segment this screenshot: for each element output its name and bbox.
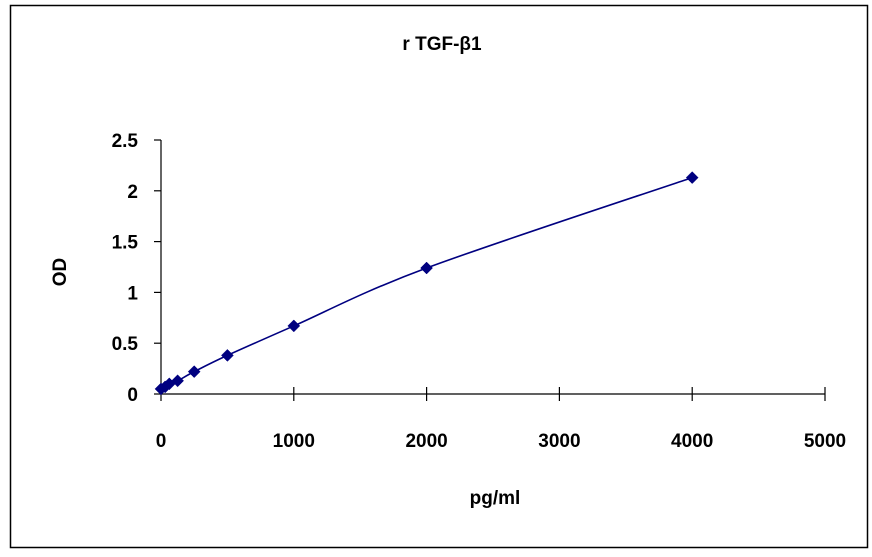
tick-labels: 0 0.5 1 1.5 2 2.5 0 1000 2000 3000 4000 5000 — [112, 131, 847, 452]
y-tick-label: 2.5 — [112, 131, 139, 152]
axes — [154, 139, 826, 401]
y-tick-label: 0.5 — [112, 334, 139, 355]
x-tick-label: 3000 — [538, 431, 580, 452]
x-axis-label: pg/ml — [470, 488, 521, 509]
data-point-marker — [171, 374, 184, 388]
y-tick-label: 0 — [127, 385, 138, 406]
data-point-marker — [221, 349, 234, 362]
chart-border — [9, 4, 869, 549]
data-point-marker — [420, 261, 433, 275]
data-series — [154, 171, 699, 396]
x-tick-label: 1000 — [273, 431, 315, 452]
y-tick-label: 1 — [127, 283, 138, 304]
data-point-marker — [287, 319, 301, 333]
x-tick-label: 5000 — [804, 431, 846, 452]
y-tick-label: 2 — [127, 182, 138, 203]
chart-title: r TGF-β1 — [402, 34, 482, 55]
x-tick-label: 0 — [156, 431, 167, 452]
y-tick-label: 1.5 — [112, 233, 139, 254]
x-tick-label: 2000 — [405, 431, 447, 452]
data-point-marker — [187, 365, 201, 379]
x-tick-label: 4000 — [671, 431, 713, 452]
y-axis-label: OD — [50, 258, 71, 287]
data-point-marker — [685, 171, 699, 184]
